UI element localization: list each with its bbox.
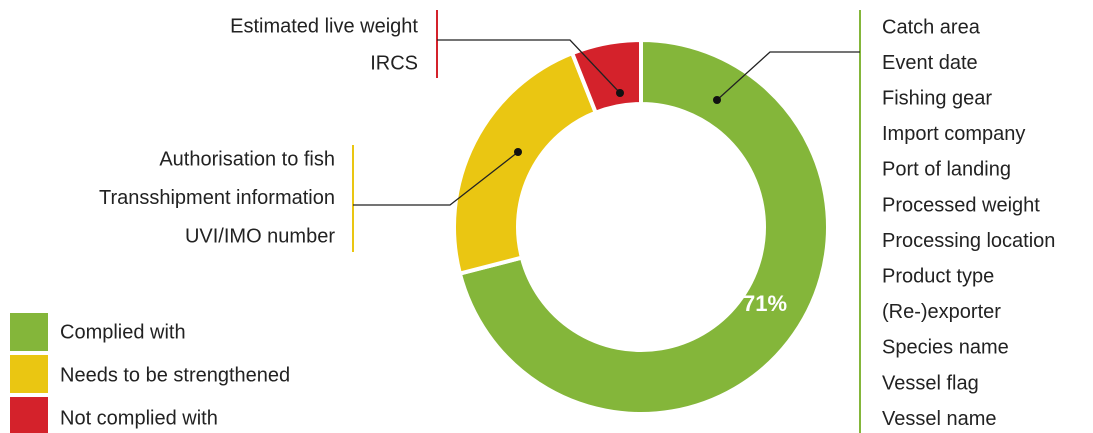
item-label: Processed weight — [882, 194, 1040, 216]
item-label: Vessel flag — [882, 372, 979, 394]
item-label: Port of landing — [882, 159, 1011, 181]
donut-segment — [452, 50, 599, 276]
value-label: 71% — [743, 291, 787, 316]
leader-line — [353, 151, 519, 206]
item-label: UVI/IMO number — [185, 225, 335, 247]
item-label: Vessel name — [882, 408, 997, 430]
item-label: Product type — [882, 265, 994, 287]
item-label: Event date — [882, 52, 978, 74]
leader-line — [437, 39, 621, 94]
leader-line — [716, 51, 860, 101]
legend-swatch — [10, 397, 48, 433]
item-label: Species name — [882, 337, 1009, 359]
legend-label: Needs to be strengthened — [60, 364, 290, 386]
leader-dot — [616, 89, 624, 97]
item-label: Authorisation to fish — [159, 148, 335, 170]
donut-segment — [457, 37, 830, 416]
item-label: Fishing gear — [882, 87, 992, 109]
leader-dot — [514, 148, 522, 156]
donut-segment — [569, 37, 643, 116]
item-label: Processing location — [882, 230, 1055, 252]
item-label: Estimated live weight — [230, 15, 418, 37]
item-label: Catch area — [882, 16, 981, 38]
legend-label: Complied with — [60, 321, 186, 343]
item-label: IRCS — [370, 52, 418, 74]
legend-swatch — [10, 355, 48, 393]
legend-label: Not complied with — [60, 407, 218, 429]
item-label: Transshipment information — [99, 187, 335, 209]
legend-swatch — [10, 313, 48, 351]
item-label: (Re-)exporter — [882, 301, 1001, 323]
leader-dot — [713, 96, 721, 104]
item-label: Import company — [882, 123, 1025, 145]
